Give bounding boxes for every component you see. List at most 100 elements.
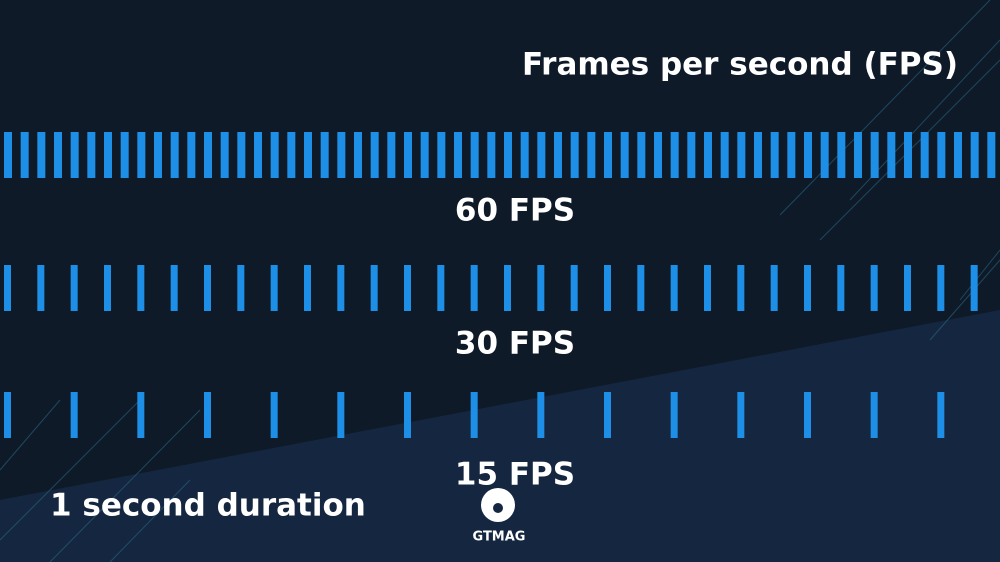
frame-bar (637, 132, 646, 178)
frame-bar (304, 265, 311, 311)
frame-bar (954, 132, 962, 178)
frame-bar (187, 132, 196, 178)
frame-bar (370, 132, 379, 178)
frame-bar (20, 132, 29, 178)
frame-bar (670, 392, 678, 438)
frame-bar (387, 132, 396, 178)
frame-bar (837, 265, 845, 311)
frame-bar (870, 392, 878, 438)
frame-bar (370, 265, 378, 311)
decor-line (0, 399, 61, 471)
frame-bar (987, 132, 996, 178)
frame-bar (770, 132, 779, 178)
frame-bar (920, 132, 929, 178)
frame-bar (504, 265, 511, 311)
frame-bar (404, 132, 412, 178)
frame-bar (804, 265, 811, 311)
frame-bar (4, 132, 12, 178)
frame-bar (420, 132, 429, 178)
frame-bar (254, 132, 262, 178)
frame-bar (604, 265, 611, 311)
frame-bar (620, 132, 629, 178)
frame-bar (570, 132, 579, 178)
frame-bar (320, 132, 329, 178)
frame-bar (4, 265, 11, 311)
frame-bar (337, 392, 345, 438)
frame-bar (537, 265, 545, 311)
frame-bar (737, 132, 746, 178)
title: Frames per second (FPS) (522, 47, 958, 83)
decor-line (49, 409, 201, 562)
frame-bar (737, 265, 745, 311)
frame-bar (87, 132, 96, 178)
frame-bar (204, 392, 211, 438)
frame-bar (237, 132, 246, 178)
frame-bar (604, 132, 612, 178)
frame-bar (404, 392, 411, 438)
frame-bar (270, 265, 278, 311)
frame-bar (820, 132, 829, 178)
frame-bar (437, 132, 446, 178)
frame-bar (304, 132, 312, 178)
frame-bar (287, 132, 296, 178)
frame-bar (970, 132, 979, 178)
decor-line (779, 0, 991, 216)
frame-bar (837, 132, 846, 178)
frame-bar (120, 132, 129, 178)
frame-bar (870, 132, 879, 178)
frame-bar (4, 392, 11, 438)
frame-bar (237, 265, 245, 311)
frame-bar (904, 132, 912, 178)
frame-bar (137, 265, 145, 311)
frame-bar (604, 392, 611, 438)
frame-bar (204, 132, 212, 178)
frame-bar (754, 132, 762, 178)
frame-bar (470, 392, 478, 438)
frame-bar (770, 265, 778, 311)
background-panel (0, 310, 1000, 562)
decor-line (929, 259, 1000, 341)
row-label: 30 FPS (455, 326, 575, 362)
frame-bar (54, 132, 62, 178)
frame-bar (37, 132, 46, 178)
frame-bar (170, 265, 178, 311)
frame-bar (70, 132, 79, 178)
frame-bar (70, 265, 78, 311)
watermark: GTMAG (473, 530, 526, 545)
frame-bar (937, 132, 946, 178)
frame-bar (670, 132, 679, 178)
frame-bar (504, 132, 512, 178)
frame-bar (970, 265, 978, 311)
frame-bar (170, 132, 179, 178)
frame-bar (587, 132, 596, 178)
frame-bar (704, 265, 711, 311)
frame-bar (654, 132, 662, 178)
frame-bar (854, 132, 862, 178)
footer: 1 second duration (50, 488, 366, 524)
frame-bar (687, 132, 696, 178)
decor-line (109, 479, 191, 562)
frame-bar (487, 132, 496, 178)
frame-bar (437, 265, 445, 311)
frame-bar (537, 392, 545, 438)
frame-bar (354, 132, 362, 178)
frame-bar (720, 132, 729, 178)
frame-bar (154, 132, 162, 178)
frame-bar (787, 132, 796, 178)
decor-line (0, 399, 141, 541)
frame-bar (937, 265, 945, 311)
frame-bar (37, 265, 45, 311)
frame-bar (104, 132, 112, 178)
frame-bar (454, 132, 462, 178)
frame-bar (137, 392, 145, 438)
frame-bar (337, 265, 345, 311)
frame-bar (937, 392, 945, 438)
frame-bar (554, 132, 562, 178)
frame-bar (637, 265, 645, 311)
frame-bar (70, 392, 78, 438)
frame-bar (804, 132, 812, 178)
frame-bar (137, 132, 146, 178)
frame-bar (537, 132, 546, 178)
